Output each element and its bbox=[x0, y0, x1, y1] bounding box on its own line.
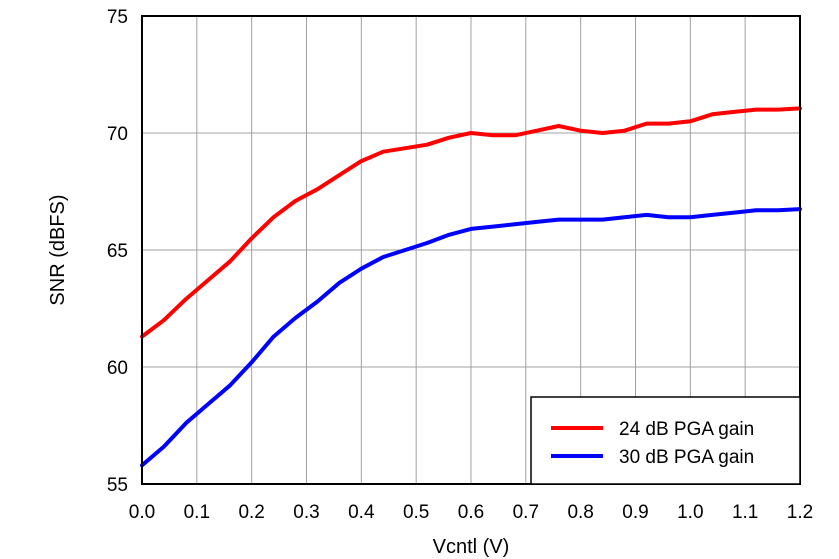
x-tick-label: 0.2 bbox=[238, 502, 264, 523]
legend-label: 24 dB PGA gain bbox=[619, 419, 754, 440]
series-line-2 bbox=[140, 207, 802, 468]
x-tick-label: 1.1 bbox=[732, 502, 758, 523]
legend: 24 dB PGA gain 30 dB PGA gain bbox=[530, 396, 801, 485]
plot-frame bbox=[141, 15, 801, 485]
x-axis-ticks: 0.0 0.1 0.2 0.3 0.4 0.5 0.6 0.7 0.8 0.9 1.0 1.1 1.2 bbox=[129, 502, 813, 523]
y-axis-ticks: 55 60 65 70 75 bbox=[107, 7, 128, 496]
x-tick-label: 0.4 bbox=[348, 502, 375, 523]
x-tick-label: 1.2 bbox=[787, 502, 813, 523]
x-tick-label: 0.0 bbox=[129, 502, 155, 523]
y-axis-title: SNR (dBFS) bbox=[47, 194, 69, 305]
x-tick-label: 0.9 bbox=[622, 502, 648, 523]
y-tick-label: 75 bbox=[107, 7, 128, 28]
x-tick-label: 0.6 bbox=[458, 502, 484, 523]
legend-label: 30 dB PGA gain bbox=[619, 447, 754, 468]
x-axis-title: Vcntl (V) bbox=[433, 536, 510, 558]
series-line-1 bbox=[140, 106, 802, 339]
y-tick-label: 70 bbox=[107, 124, 128, 145]
y-tick-label: 55 bbox=[107, 475, 128, 496]
y-tick-label: 60 bbox=[107, 358, 128, 379]
legend-box bbox=[530, 396, 801, 485]
x-tick-label: 0.8 bbox=[567, 502, 593, 523]
x-tick-label: 0.5 bbox=[403, 502, 429, 523]
x-tick-label: 0.3 bbox=[293, 502, 319, 523]
x-tick-label: 0.1 bbox=[184, 502, 210, 523]
x-tick-label: 0.7 bbox=[513, 502, 539, 523]
x-tick-label: 1.0 bbox=[677, 502, 703, 523]
y-tick-label: 65 bbox=[107, 241, 128, 262]
series-lines bbox=[140, 106, 802, 468]
